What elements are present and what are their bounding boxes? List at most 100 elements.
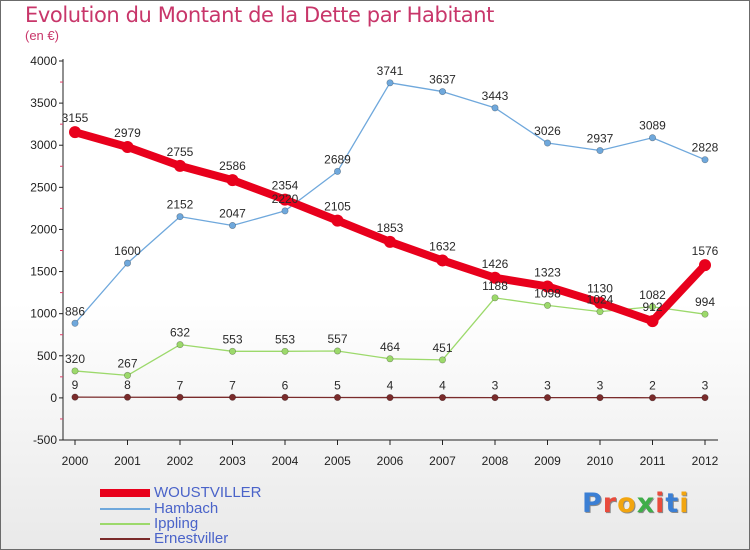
logo-letter: P bbox=[582, 488, 603, 519]
y-tick-label: 4000 bbox=[30, 54, 57, 68]
data-label: 3 bbox=[492, 379, 499, 393]
data-point bbox=[648, 134, 656, 142]
chart-subtitle: (en €) bbox=[25, 28, 59, 43]
data-point bbox=[229, 221, 237, 229]
data-label: 1853 bbox=[377, 221, 404, 235]
data-point bbox=[333, 167, 341, 175]
data-point bbox=[226, 174, 239, 187]
data-point bbox=[386, 79, 394, 87]
data-label: 553 bbox=[275, 332, 295, 346]
data-label: 3443 bbox=[482, 89, 509, 103]
data-point bbox=[489, 271, 501, 284]
proxiti-logo: Proxiti bbox=[582, 488, 690, 519]
data-label: 8 bbox=[124, 378, 131, 392]
data-point bbox=[333, 393, 341, 401]
data-point bbox=[438, 356, 446, 364]
data-point bbox=[596, 394, 604, 402]
data-point bbox=[648, 394, 656, 402]
x-tick-label: 2000 bbox=[62, 454, 89, 468]
y-tick-label: 0 bbox=[50, 391, 57, 405]
data-point bbox=[701, 394, 709, 402]
data-point bbox=[438, 88, 446, 96]
x-tick-label: 2004 bbox=[272, 454, 299, 468]
logo-letter: o bbox=[617, 488, 637, 519]
y-tick-label: 3500 bbox=[30, 96, 57, 110]
data-label: 3637 bbox=[429, 73, 456, 87]
data-point bbox=[281, 207, 289, 215]
data-label: 1632 bbox=[429, 239, 456, 253]
data-label: 3 bbox=[597, 379, 604, 393]
data-label: 1024 bbox=[587, 293, 614, 307]
data-label: 451 bbox=[432, 341, 452, 355]
data-label: 7 bbox=[177, 378, 184, 392]
legend-swatch-hambach bbox=[100, 508, 150, 511]
y-tick-label: 1000 bbox=[30, 307, 57, 321]
data-point bbox=[543, 394, 551, 402]
y-tick-label: 3000 bbox=[30, 138, 57, 152]
y-tick-label: 2000 bbox=[30, 222, 57, 236]
data-point bbox=[71, 367, 79, 375]
data-point bbox=[646, 315, 659, 328]
data-label: 994 bbox=[695, 295, 715, 309]
data-label: 2937 bbox=[587, 132, 614, 146]
legend-swatch-ippling bbox=[100, 523, 150, 526]
data-point bbox=[176, 341, 184, 349]
legend-label-hambach: Hambach bbox=[154, 500, 219, 517]
data-label: 2586 bbox=[219, 159, 246, 173]
data-label: 2220 bbox=[272, 192, 299, 206]
data-point bbox=[541, 280, 554, 293]
legend-swatch-woustviller bbox=[100, 489, 150, 498]
x-tick-label: 2006 bbox=[377, 454, 404, 468]
data-label: 2152 bbox=[167, 198, 194, 212]
data-label: 4 bbox=[439, 379, 446, 393]
data-label: 1098 bbox=[534, 286, 561, 300]
logo-letter: i bbox=[679, 488, 690, 519]
y-tick-label: 500 bbox=[37, 349, 57, 363]
data-point bbox=[543, 301, 551, 309]
data-point bbox=[438, 394, 446, 402]
data-label: 2354 bbox=[272, 179, 299, 193]
data-label: 3 bbox=[544, 379, 551, 393]
data-point bbox=[71, 319, 79, 327]
data-label: 912 bbox=[642, 300, 662, 314]
data-label: 6 bbox=[282, 378, 289, 392]
data-label: 1188 bbox=[482, 279, 508, 293]
data-point bbox=[596, 147, 604, 155]
data-label: 1426 bbox=[482, 257, 509, 271]
data-point bbox=[491, 294, 499, 302]
data-point bbox=[331, 214, 344, 227]
data-point bbox=[333, 347, 341, 355]
x-tick-label: 2010 bbox=[587, 454, 614, 468]
data-label: 3089 bbox=[639, 119, 666, 133]
data-point bbox=[71, 393, 79, 401]
logo-letter: r bbox=[602, 488, 618, 519]
data-point bbox=[384, 235, 396, 248]
logo-letter: t bbox=[665, 488, 680, 519]
data-label: 4 bbox=[387, 379, 394, 393]
y-tick-label: 2500 bbox=[30, 180, 57, 194]
data-point bbox=[701, 156, 709, 164]
legend-label-woustviller: WOUSTVILLER bbox=[154, 484, 262, 501]
logo-letter: i bbox=[655, 488, 666, 519]
data-label: 2105 bbox=[324, 200, 351, 214]
data-label: 320 bbox=[65, 352, 85, 366]
data-label: 5 bbox=[334, 378, 341, 392]
data-label: 2979 bbox=[114, 126, 141, 140]
data-point bbox=[281, 347, 289, 355]
data-point bbox=[176, 393, 184, 401]
data-label: 886 bbox=[65, 304, 85, 318]
data-label: 1130 bbox=[587, 282, 613, 296]
x-tick-label: 2012 bbox=[692, 454, 719, 468]
logo-letter: x bbox=[636, 488, 656, 519]
x-tick-label: 2002 bbox=[167, 454, 194, 468]
data-label: 3741 bbox=[377, 64, 404, 78]
data-point bbox=[436, 254, 449, 267]
data-point bbox=[121, 140, 134, 153]
legend-item-hambach: Hambach bbox=[100, 500, 218, 517]
data-point bbox=[124, 393, 132, 401]
x-tick-label: 2009 bbox=[534, 454, 561, 468]
data-label: 1576 bbox=[692, 244, 719, 258]
x-tick-label: 2008 bbox=[482, 454, 509, 468]
data-label: 3 bbox=[702, 379, 709, 393]
